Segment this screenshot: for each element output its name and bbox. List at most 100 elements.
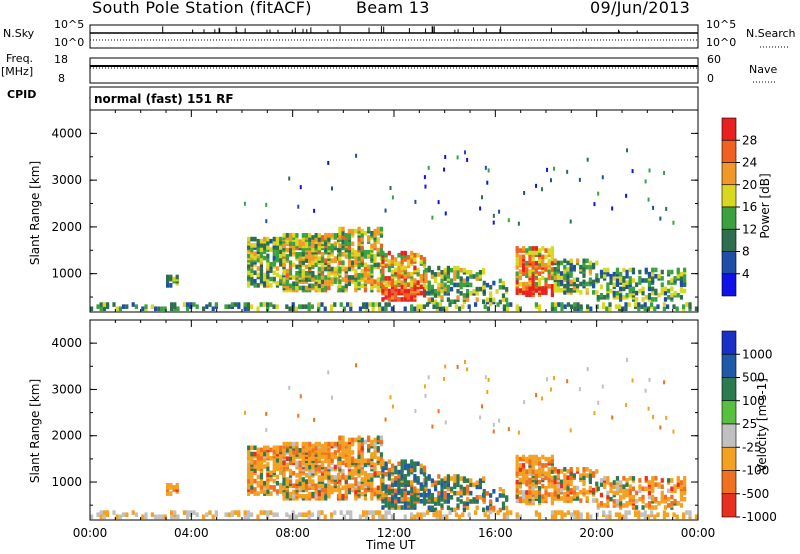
velocity-echo-cell [90,514,94,520]
velocity-echo-cell [588,469,592,474]
power-echo-cell [576,302,580,307]
power-echo-cell [599,269,604,275]
colorbar-swatch [721,117,737,141]
power-echo-cell [603,273,607,279]
power-echo-cell [288,306,292,312]
velocity-echo-cell [363,462,368,468]
power-echo-cell [507,218,510,223]
velocity-echo-cell [650,510,654,515]
power-echo-cell [663,297,668,302]
velocity-echo-cell [272,464,276,469]
power-echo-cell [665,206,668,211]
power-echo-cell [256,306,260,312]
velocity-echo-cell [301,441,305,447]
velocity-echo-cell [518,477,522,483]
power-echo-cell [256,283,260,288]
power-echo-cell [434,272,438,277]
power-echo-cell [498,278,502,284]
velocity-echo-cell [550,514,554,520]
power-echo-cell [301,233,305,238]
velocity-echo-cell [528,477,532,483]
power-echo-cell [263,249,267,255]
power-echo-cell [227,304,231,309]
velocity-echo-cell [628,494,632,500]
power-echo-cell [534,250,538,255]
velocity-echo-cell [400,496,404,502]
colorbar-swatch [721,251,737,275]
power-echo-cell [324,285,328,291]
power-echo-cell [550,267,554,272]
power-echo-cell [295,264,299,270]
velocity-echo-cell [234,510,238,515]
power-echo-cell [486,180,489,185]
power-echo-cell [387,297,391,302]
power-echo-cell [644,179,647,184]
velocity-echo-cell [131,510,135,515]
power-echo-cell [266,245,270,250]
velocity-echo-cell [622,503,626,508]
power-echo-cell [609,280,613,285]
power-echo-cell [230,302,234,307]
power-echo-cell [569,219,572,224]
power-echo-cell [595,260,599,266]
velocity-echo-cell [344,450,348,455]
velocity-echo-cell [227,512,231,517]
power-echo-cell [272,259,276,265]
velocity-echo-cell [410,488,414,494]
power-echo-cell [660,276,664,281]
velocity-echo-cell [427,488,431,494]
velocity-echo-cell [426,510,430,515]
power-echo-cell [307,302,311,307]
velocity-echo-cell [256,474,260,480]
power-echo-cell [654,297,658,302]
power-echo-cell [314,237,318,242]
power-echo-cell [275,280,280,286]
velocity-echo-cell [667,488,671,494]
power-echo-cell [459,291,463,296]
power-echo-cell [263,272,267,278]
velocity-echo-cell [266,510,270,515]
velocity-echo-cell [456,478,460,483]
velocity-echo-cell [266,453,270,459]
power-echo-cell [250,276,254,282]
velocity-echo-cell [314,493,318,499]
velocity-echo-cell [308,458,312,464]
velocity-echo-cell [670,501,674,506]
power-echo-cell [444,154,447,159]
velocity-echo-cell [341,460,345,466]
velocity-echo-cell [635,505,639,510]
velocity-echo-cell [195,512,199,517]
velocity-echo-cell [663,498,668,504]
power-echo-cell [341,239,345,244]
power-echo-cell [422,304,426,309]
power-echo-cell [301,285,305,291]
power-echo-cell [272,304,276,309]
velocity-echo-cell [547,492,551,497]
velocity-echo-cell [492,505,496,511]
power-echo-cell [403,306,407,312]
velocity-echo-cell [579,489,583,495]
velocity-echo-cell [292,483,296,489]
velocity-echo-cell [585,467,589,472]
velocity-echo-cell [406,480,411,485]
velocity-echo-cell [381,473,385,479]
velocity-echo-cell [534,458,538,464]
power-echo-cell [311,239,315,244]
power-echo-cell [256,238,260,244]
power-echo-cell [432,304,436,309]
velocity-echo-cell [501,493,506,498]
velocity-echo-cell [679,494,684,500]
velocity-echo-cell [585,496,589,501]
power-echo-cell [250,304,254,309]
velocity-echo-cell [456,503,460,508]
velocity-echo-cell [269,476,273,482]
velocity-echo-cell [440,486,444,492]
power-echo-cell [651,297,655,302]
power-echo-cell [525,248,529,253]
power-echo-cell [528,269,532,274]
power-echo-cell [553,271,557,276]
velocity-echo-cell [563,498,567,503]
velocity-echo-cell [647,406,650,411]
power-echo-cell [638,280,642,285]
